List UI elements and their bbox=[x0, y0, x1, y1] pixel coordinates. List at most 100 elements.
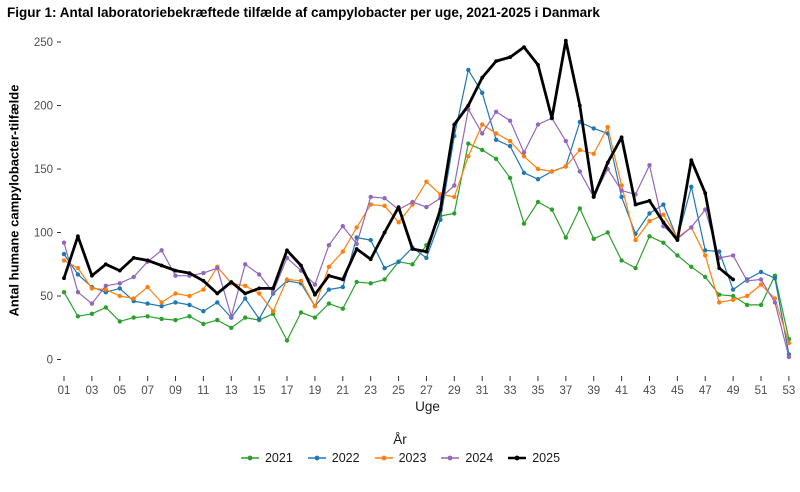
data-point bbox=[507, 118, 513, 123]
data-point bbox=[298, 310, 304, 315]
data-point bbox=[758, 282, 764, 287]
data-point bbox=[215, 300, 220, 305]
data-point bbox=[633, 202, 638, 207]
data-point bbox=[703, 253, 708, 258]
data-point bbox=[243, 291, 248, 296]
data-point bbox=[131, 256, 136, 260]
data-point bbox=[717, 300, 722, 305]
data-point bbox=[396, 259, 401, 264]
data-point bbox=[772, 300, 778, 305]
data-point bbox=[535, 122, 541, 127]
data-point bbox=[382, 265, 387, 271]
data-point bbox=[717, 266, 722, 270]
data-point bbox=[340, 306, 345, 311]
data-point bbox=[452, 122, 457, 127]
data-point bbox=[619, 188, 624, 193]
data-point bbox=[201, 287, 206, 292]
legend-item-2021: 2021 bbox=[240, 451, 293, 465]
y-tick-label: 0 bbox=[47, 355, 53, 367]
data-point bbox=[61, 251, 67, 257]
data-point bbox=[62, 276, 66, 281]
data-point bbox=[410, 247, 415, 251]
data-point bbox=[215, 317, 220, 323]
data-point bbox=[480, 75, 485, 80]
data-point bbox=[312, 304, 318, 309]
data-point bbox=[145, 258, 150, 263]
x-tick-label: 39 bbox=[587, 385, 600, 397]
x-tick-label: 37 bbox=[559, 385, 572, 397]
data-point bbox=[131, 296, 136, 301]
x-tick-label: 21 bbox=[336, 385, 349, 397]
data-point bbox=[271, 286, 275, 291]
y-axis-title: Antal humane campylobacter-tilfælde bbox=[6, 84, 22, 317]
data-point bbox=[159, 263, 164, 268]
legend-title: År bbox=[393, 432, 407, 447]
data-point bbox=[76, 234, 80, 239]
data-point bbox=[591, 236, 596, 241]
x-tick-label: 29 bbox=[448, 385, 461, 397]
data-point bbox=[201, 278, 206, 283]
data-point bbox=[243, 283, 248, 288]
data-point bbox=[758, 269, 764, 275]
data-point bbox=[368, 194, 373, 200]
plot-area: 01 03 05 07 09 11 13 15 17 19 21 23 25 27 29 31 33 35 37 39… bbox=[34, 37, 795, 397]
y-tick-label: 200 bbox=[34, 101, 53, 113]
data-point bbox=[396, 205, 401, 210]
data-point bbox=[103, 287, 109, 292]
x-tick-label: 07 bbox=[141, 385, 154, 397]
data-point bbox=[507, 175, 513, 181]
data-point bbox=[563, 235, 568, 240]
data-point bbox=[480, 90, 485, 96]
data-point bbox=[410, 262, 415, 267]
data-point bbox=[257, 316, 262, 322]
data-point bbox=[535, 199, 541, 205]
data-point bbox=[563, 138, 568, 144]
data-point bbox=[605, 124, 610, 130]
data-point bbox=[159, 300, 164, 305]
x-tick-label: 31 bbox=[476, 385, 489, 397]
data-point bbox=[243, 296, 248, 301]
legend-key-2021 bbox=[240, 455, 259, 461]
data-point bbox=[507, 143, 513, 149]
data-point bbox=[173, 268, 178, 273]
x-tick-label: 25 bbox=[392, 385, 405, 397]
data-point bbox=[257, 286, 262, 291]
legend-item-2023: 2023 bbox=[374, 451, 426, 465]
data-point bbox=[452, 194, 457, 200]
x-tick-label: 03 bbox=[85, 385, 98, 397]
x-tick-label: 17 bbox=[281, 385, 294, 397]
data-point bbox=[340, 224, 345, 229]
data-point bbox=[75, 290, 81, 295]
data-point bbox=[131, 274, 136, 280]
data-point bbox=[382, 230, 387, 235]
data-point bbox=[466, 141, 471, 146]
x-tick-label: 49 bbox=[727, 385, 740, 397]
data-point bbox=[75, 314, 81, 319]
data-point bbox=[438, 217, 443, 222]
data-point bbox=[758, 302, 764, 308]
data-point bbox=[577, 169, 582, 174]
data-point bbox=[508, 55, 512, 60]
legend-label-2021: 2021 bbox=[264, 451, 293, 465]
x-tick-label: 05 bbox=[113, 385, 126, 397]
data-point bbox=[61, 290, 67, 295]
data-point bbox=[549, 169, 555, 174]
data-point bbox=[549, 207, 555, 212]
x-tick-label: 19 bbox=[309, 385, 322, 397]
data-point bbox=[299, 263, 303, 268]
data-point bbox=[452, 211, 457, 216]
data-point bbox=[173, 317, 178, 323]
data-point bbox=[494, 59, 498, 63]
data-point bbox=[605, 160, 610, 165]
data-point bbox=[730, 297, 736, 302]
data-point bbox=[493, 137, 499, 142]
x-tick-label: 23 bbox=[364, 385, 377, 397]
data-point bbox=[201, 309, 206, 314]
legend: År 2021 2022 2023 2024 2025 bbox=[0, 432, 800, 465]
data-point bbox=[340, 249, 345, 254]
data-point bbox=[368, 257, 373, 262]
legend-key-2022 bbox=[307, 455, 326, 461]
data-point bbox=[717, 292, 722, 297]
data-point bbox=[452, 183, 457, 188]
